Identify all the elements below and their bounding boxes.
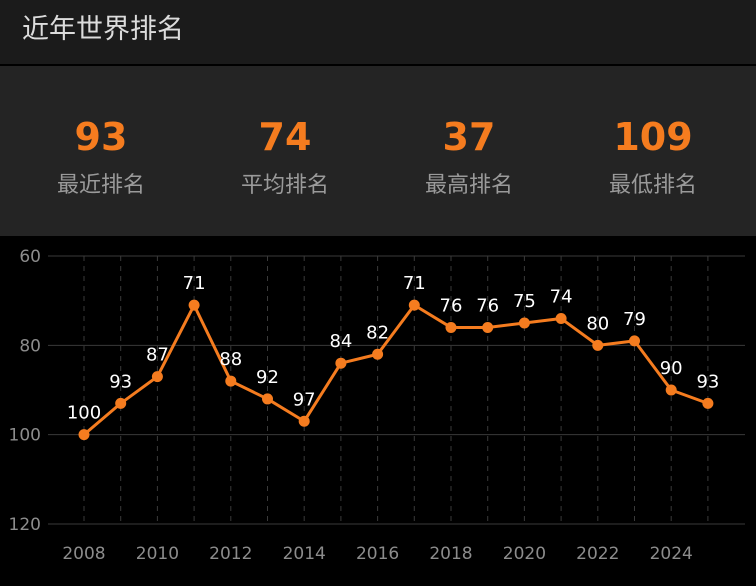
data-point (482, 321, 494, 333)
data-label: 82 (366, 322, 389, 343)
label-layer: 100 93 87 71 88 92 97 84 82 71 76 76 75 74 80 79 90 93 (67, 273, 720, 424)
stat-label: 最低排名 (608, 173, 697, 198)
x-tick-label: 2018 (429, 544, 472, 564)
y-tick-label: 60 (19, 247, 41, 267)
data-label: 76 (476, 295, 499, 316)
data-label: 71 (183, 273, 206, 294)
stat-value: 37 (442, 115, 496, 159)
data-label: 84 (329, 331, 352, 352)
data-label: 100 (67, 403, 101, 424)
stats-panel: 93 最近排名 74 平均排名 37 最高排名 109 最低排名 (0, 66, 756, 236)
stat-value: 74 (258, 115, 312, 159)
series-line (82, 303, 710, 437)
grid-layer (48, 255, 745, 525)
data-label: 88 (219, 349, 242, 370)
data-point (702, 397, 714, 409)
data-point (372, 348, 384, 360)
stat-label: 最高排名 (424, 173, 513, 198)
ranking-chart: 60 80 100 120 2008 2010 2012 2014 2016 2018 2020 20… (0, 236, 756, 582)
data-point (262, 393, 273, 405)
x-tick-label: 2014 (283, 544, 326, 564)
y-tick-label: 100 (9, 426, 41, 446)
stat-label: 最近排名 (56, 173, 145, 198)
data-point (115, 397, 127, 409)
x-tick-label: 2020 (503, 544, 546, 564)
stat-average-rank: 74 平均排名 (193, 66, 377, 236)
x-tick-label: 2022 (576, 544, 619, 564)
stat-lowest-rank: 109 最低排名 (561, 66, 745, 236)
header-bar: 近年世界排名 (0, 0, 756, 64)
data-point (445, 321, 457, 333)
x-tick-label: 2012 (209, 544, 252, 564)
data-point (555, 313, 567, 325)
data-label: 76 (440, 295, 463, 316)
data-point (335, 357, 347, 369)
stat-value: 93 (74, 115, 128, 159)
data-point (78, 429, 90, 441)
data-point (518, 317, 530, 329)
data-label: 87 (146, 345, 169, 366)
x-tick-label: 2008 (62, 544, 105, 564)
stat-best-rank: 37 最高排名 (377, 66, 561, 236)
y-tick-label: 80 (19, 336, 41, 356)
data-point (629, 335, 640, 347)
page-title: 近年世界排名 (22, 14, 184, 45)
x-tick-label: 2016 (356, 544, 399, 564)
data-label: 75 (513, 291, 536, 312)
ranking-line-chart: 60 80 100 120 2008 2010 2012 2014 2016 2018 2020 20… (9, 247, 745, 564)
x-tick-label: 2010 (136, 544, 179, 564)
data-point (665, 384, 677, 396)
y-tick-label: 120 (9, 515, 41, 535)
data-label: 92 (256, 367, 279, 388)
data-label: 90 (660, 358, 683, 379)
data-label: 71 (403, 273, 426, 294)
data-point (225, 375, 237, 387)
data-point (592, 339, 604, 351)
stat-label: 平均排名 (240, 173, 329, 198)
data-label: 74 (550, 287, 573, 308)
x-tick-label: 2024 (650, 544, 693, 564)
stat-value: 109 (613, 115, 693, 159)
data-label: 79 (623, 309, 646, 330)
data-point (188, 299, 200, 311)
data-label: 93 (109, 371, 132, 392)
series-layer (78, 299, 714, 441)
axis-layer: 60 80 100 120 2008 2010 2012 2014 2016 2018 2020 20… (9, 247, 693, 564)
data-label: 97 (293, 389, 316, 410)
data-label: 93 (696, 371, 719, 392)
data-label: 80 (586, 313, 609, 334)
data-point (298, 415, 310, 427)
data-point (151, 371, 163, 383)
data-point (408, 299, 420, 311)
stat-latest-rank: 93 最近排名 (9, 66, 193, 236)
